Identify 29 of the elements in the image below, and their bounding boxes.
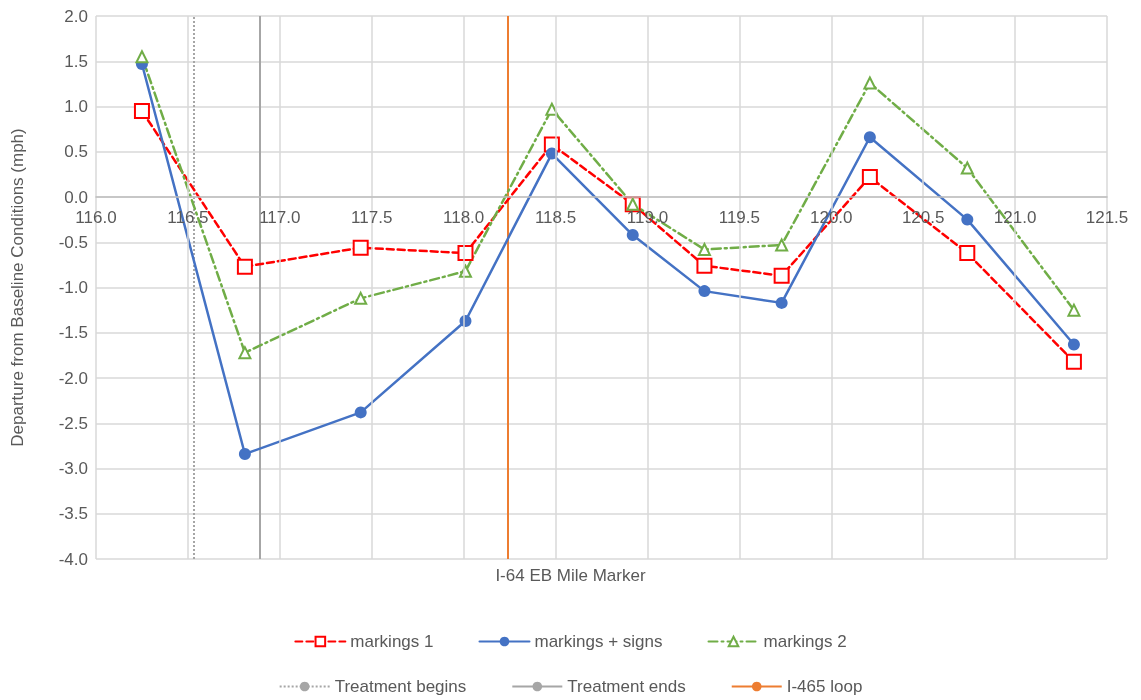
- y-tick-label: -1.5: [58, 323, 88, 343]
- legend-label: markings 2: [763, 632, 847, 651]
- y-tick-label: 2.0: [64, 6, 88, 26]
- y-tick-label: 1.0: [64, 97, 88, 116]
- y-tick-label: 0.0: [64, 187, 88, 207]
- legend-label: Treatment begins: [334, 677, 467, 696]
- x-tick-label: 117.5: [351, 208, 393, 227]
- x-tick-label: 116.0: [75, 208, 117, 227]
- y-tick-label: -3.0: [58, 459, 88, 478]
- y-tick-label: -4.0: [58, 549, 88, 569]
- legend-label: I-465 loop: [786, 677, 863, 696]
- y-tick-label: -1.0: [58, 278, 88, 297]
- legend-label: markings + signs: [534, 632, 663, 651]
- x-tick-label: 118.5: [534, 208, 577, 227]
- y-axis-title: Departure from Baseline Conditions (mph): [8, 128, 27, 447]
- y-tick-label: -2.0: [58, 368, 88, 388]
- y-tick-label: -3.5: [58, 504, 88, 524]
- y-tick-label: -0.5: [58, 232, 88, 252]
- y-tick-label: -2.5: [58, 413, 88, 433]
- y-tick-label: 0.5: [64, 142, 88, 162]
- x-tick-label: 121.0: [993, 208, 1037, 227]
- legend-label: Treatment ends: [567, 677, 686, 696]
- legend-label: markings 1: [350, 632, 434, 651]
- x-tick-label: 118.0: [443, 208, 485, 227]
- x-axis-title: I-64 EB Mile Marker: [495, 566, 646, 585]
- y-tick-label: 1.5: [64, 51, 88, 71]
- x-tick-label: 117.0: [259, 208, 301, 227]
- x-tick-label: 119.5: [718, 208, 760, 227]
- x-tick-label: 121.5: [1085, 208, 1129, 227]
